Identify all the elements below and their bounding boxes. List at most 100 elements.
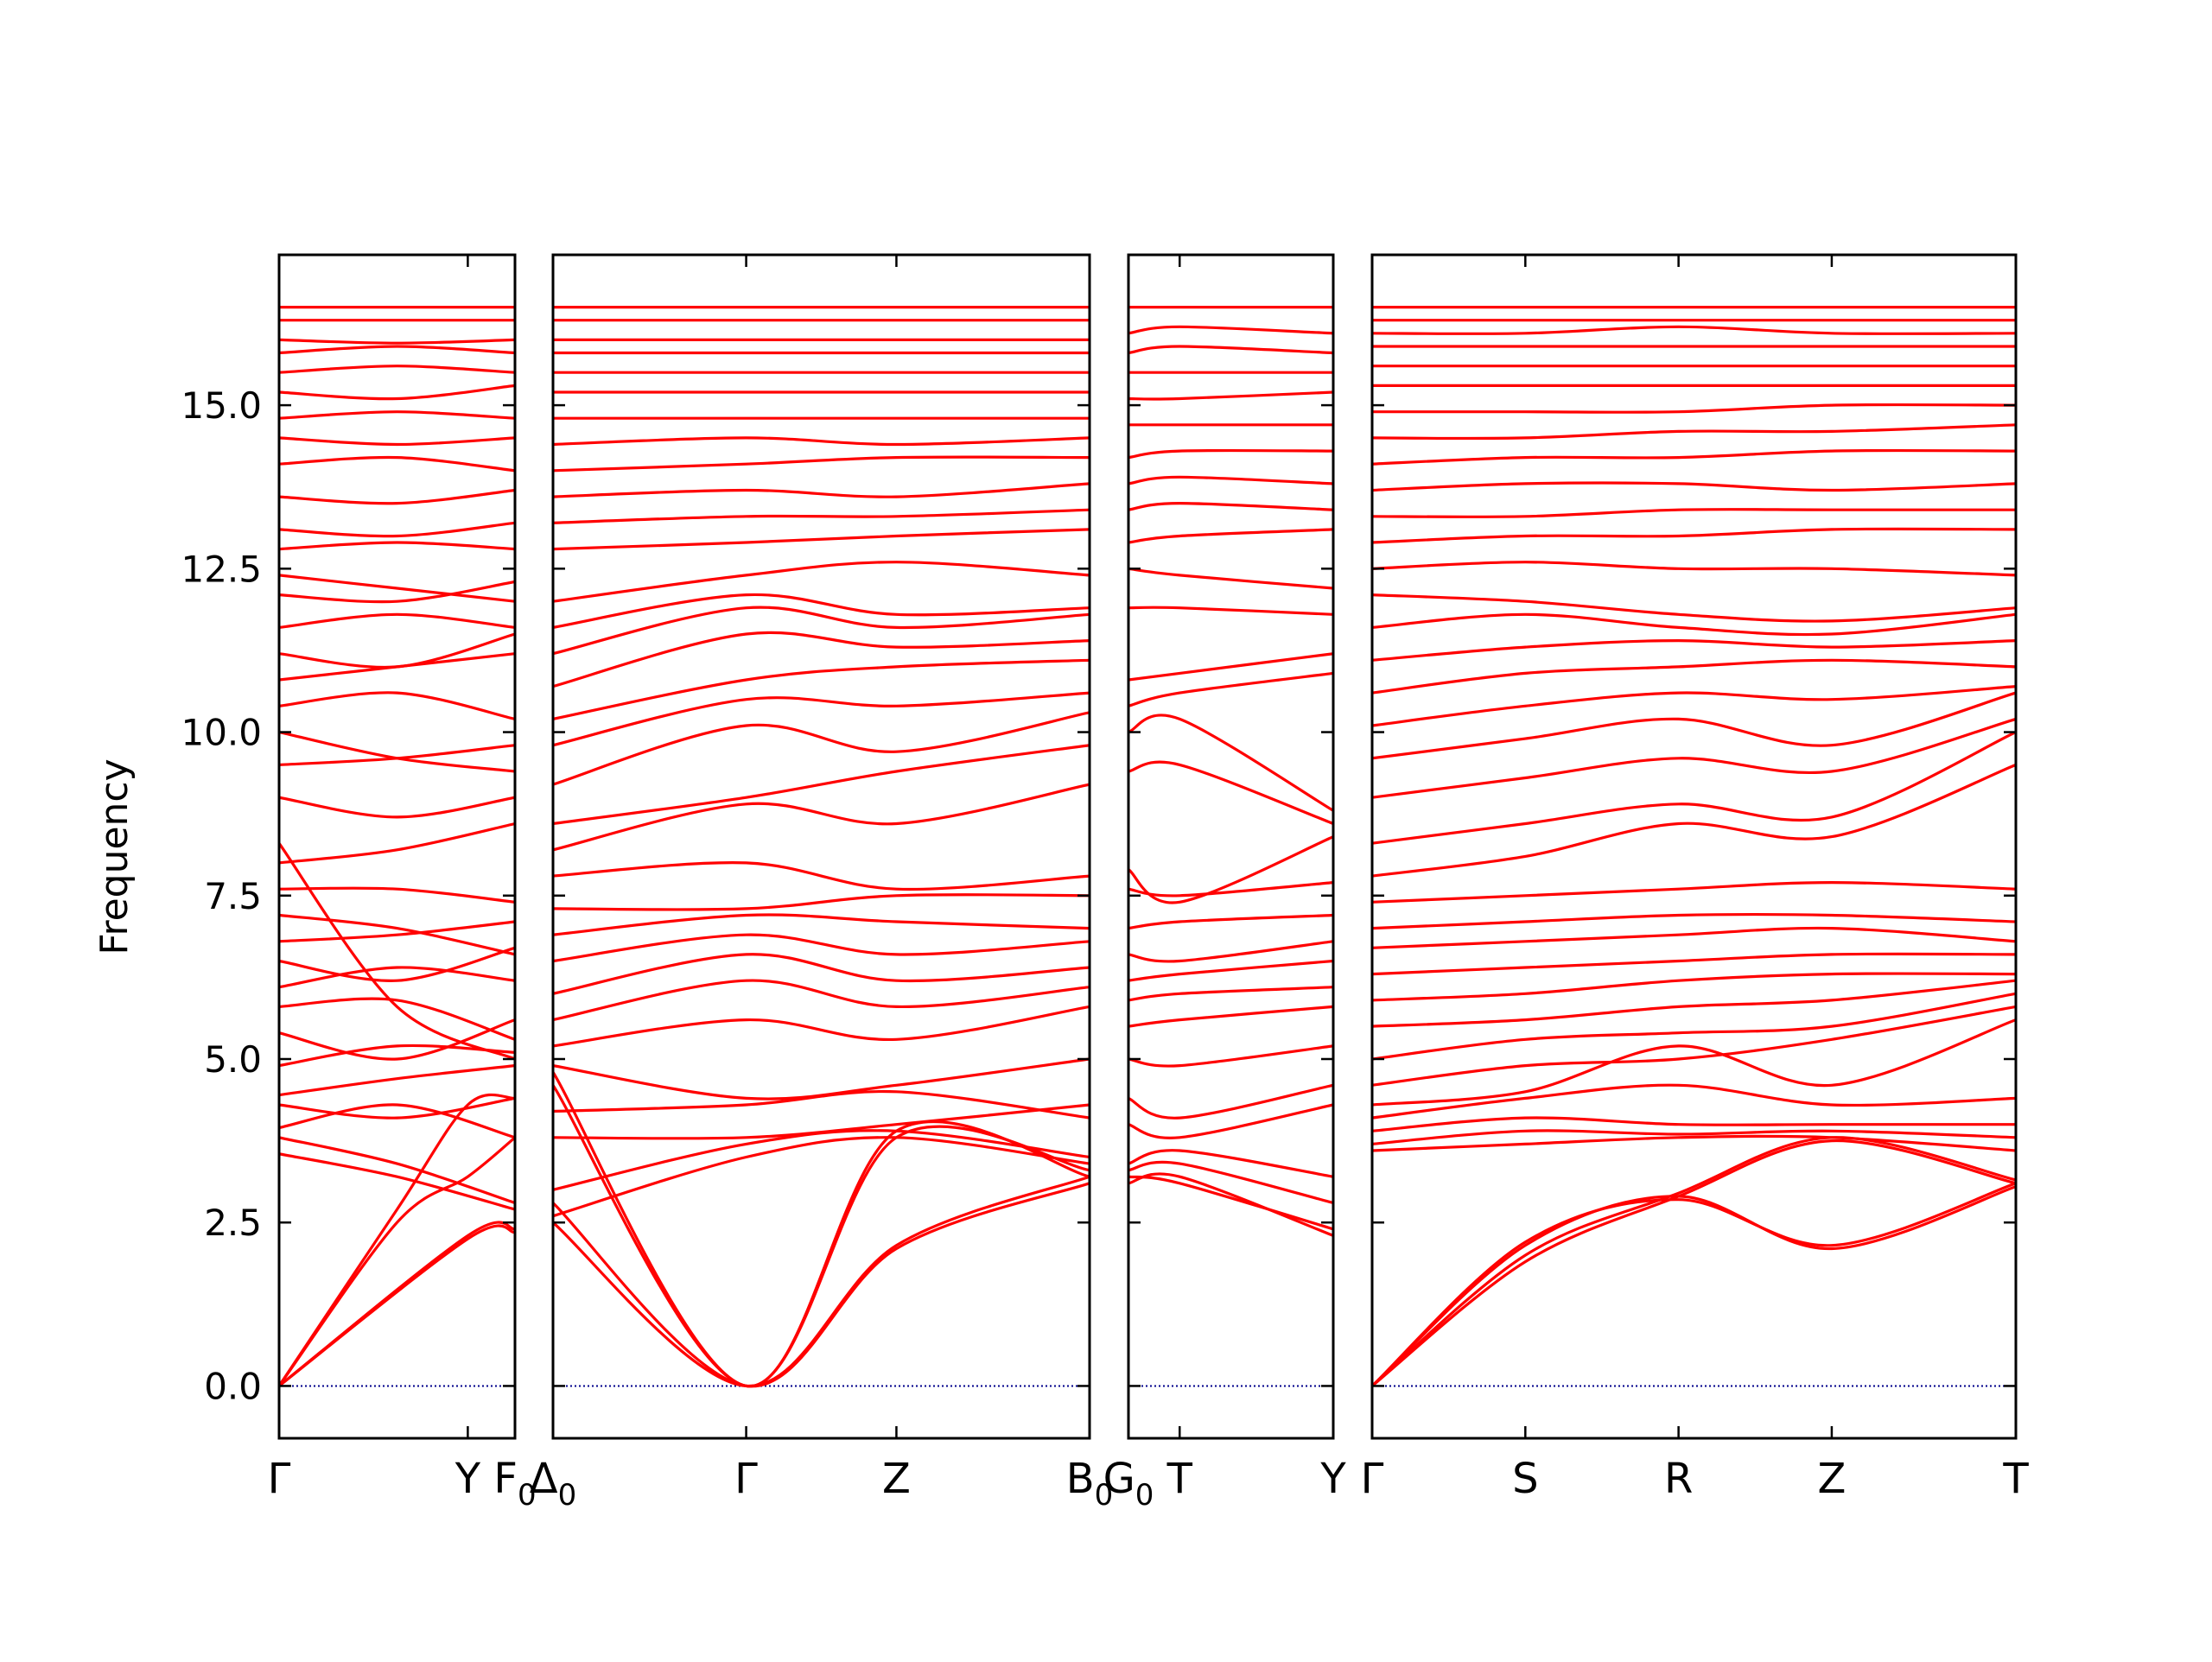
band-lines [1128,305,1333,1237]
band-line-10 [1372,1005,2016,1087]
y-axis-label: Frequency [92,758,137,955]
panel-1 [277,253,517,1440]
band-line-30 [1372,481,2016,492]
band-line-10 [553,1005,1090,1048]
band-line-26 [1372,593,2016,623]
band-line-32 [279,455,515,473]
band-line-23 [1128,475,1333,485]
band-line-17 [553,783,1090,852]
x-tick-label: G0 [1103,1455,1154,1513]
band-line-4 [279,1093,515,1387]
band-line-20 [279,796,515,819]
band-line-6 [279,1136,515,1205]
band-line-23 [1372,658,2016,695]
band-line-22 [1372,685,2016,727]
band-line-7 [1372,1116,2016,1132]
band-line-21 [1128,528,1333,544]
band-line-33 [1372,403,2016,414]
band-line-15 [1372,926,2016,949]
band-line-26 [279,612,515,629]
band-line-4 [553,1070,1090,1388]
band-line-36 [279,365,515,374]
band-line-20 [1128,567,1333,590]
band-line-21 [1372,691,2016,760]
band-line-29 [1128,325,1333,335]
band-line-4 [1128,1149,1333,1178]
x-tick-label: T [2002,1455,2029,1503]
band-line-28 [1128,345,1333,355]
band-line-20 [1372,717,2016,799]
band-line-7 [553,1103,1090,1140]
band-line-18 [1372,763,2016,878]
band-line-25 [1372,612,2016,637]
band-line-3 [279,1136,515,1387]
band-line-19 [279,821,515,865]
band-line-13 [1372,972,2016,1002]
band-line-28 [279,574,515,603]
band-line-9 [1128,986,1333,1002]
band-line-12 [1128,913,1333,930]
band-line-28 [1372,527,2016,544]
x-tick-label: Γ [1361,1455,1384,1503]
band-line-8 [1372,1083,2016,1120]
band-line-12 [279,997,515,1041]
band-line-31 [279,488,515,505]
band-line-13 [279,966,515,989]
band-line-3 [1128,1160,1333,1205]
band-line-22 [279,730,515,773]
band-line-9 [279,1064,515,1097]
band-line-2 [1128,1175,1333,1231]
band-line-1 [553,1175,1090,1388]
band-line-5 [1372,1134,2016,1152]
band-line-4 [1372,1182,2016,1387]
band-line-1 [279,1221,515,1387]
x-tick-label: Z [1817,1455,1846,1503]
band-line-3 [1372,1185,2016,1387]
x-tick-label: Γ [734,1455,758,1503]
band-line-15 [1128,760,1333,826]
band-line-5 [1128,1103,1333,1139]
band-line-8 [279,1096,515,1120]
band-lines [1372,305,2016,1387]
band-line-18 [1128,652,1333,682]
band-line-5 [553,1136,1090,1218]
band-line-25 [279,632,515,669]
band-line-27 [1372,561,2016,577]
band-line-37 [1372,325,2016,335]
x-tick-label: B0 [1066,1455,1114,1513]
band-line-19 [553,711,1090,786]
band-line-27 [279,580,515,604]
band-line-28 [553,482,1090,498]
x-tick-label: Y [454,1455,481,1503]
band-line-1 [1372,1139,2016,1387]
band-line-38 [279,338,515,345]
band-line-14 [1372,952,2016,976]
band-line-18 [553,744,1090,826]
band-line-24 [553,593,1090,629]
band-line-23 [553,606,1090,656]
band-line-6 [1372,1129,2016,1145]
band-line-27 [553,508,1090,524]
band-line-23 [279,691,515,720]
y-tick-label: 7.5 [204,875,262,917]
band-line-19 [1128,606,1333,616]
band-line-12 [1372,979,2016,1028]
y-tick-label: 10.0 [181,712,262,754]
band-line-19 [1372,730,2016,845]
y-tick-label: 15.0 [181,384,262,427]
band-line-14 [279,946,515,982]
band-line-26 [1128,390,1333,401]
band-line-9 [553,1057,1090,1101]
band-line-30 [279,521,515,538]
band-line-16 [1128,714,1333,812]
band-line-22 [553,631,1090,688]
band-line-20 [553,691,1090,747]
panel-frame [551,253,1091,1440]
x-tick-label: R [1664,1455,1693,1503]
band-lines [553,305,1090,1388]
panel-frame [277,253,517,1440]
band-line-2 [1372,1136,2016,1387]
band-line-17 [1372,881,2016,904]
band-line-12 [553,953,1090,995]
